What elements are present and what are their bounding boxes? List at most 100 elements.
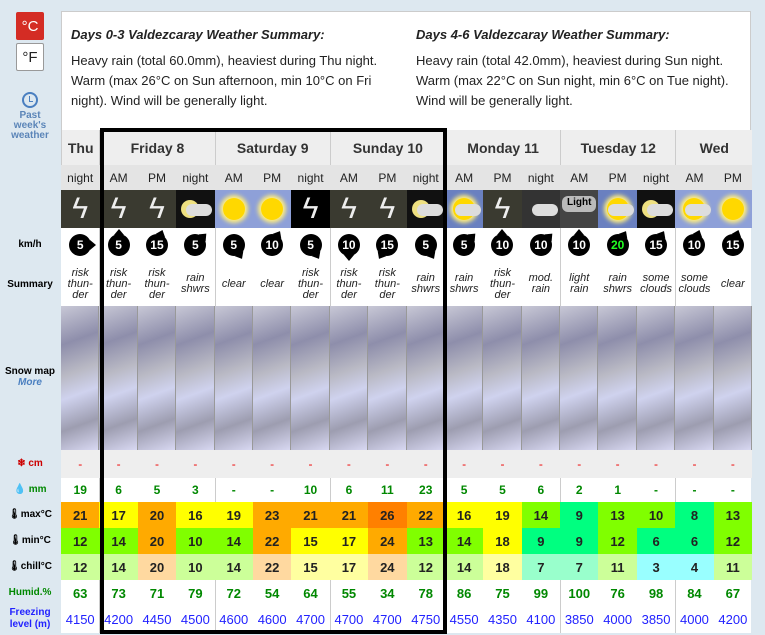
snowflake-icon: ❄ — [17, 458, 29, 469]
freezing-level: 4000 — [679, 611, 709, 627]
light-rain-icon: Light — [560, 190, 599, 228]
snow-map-thumbnail[interactable] — [560, 306, 599, 450]
rain-mm: 10 — [303, 483, 318, 497]
min-temp: 6 — [636, 528, 676, 554]
wind-indicator-row: 5 5 15 5 5 10 5 10 15 5 5 10 10 10 20 15 10 15 — [61, 228, 752, 262]
snow-cm: - — [675, 450, 714, 478]
min-temp: 10 — [176, 528, 215, 554]
period-label: PM — [713, 165, 753, 190]
min-temp: 6 — [675, 528, 714, 554]
snow-map-thumbnail[interactable] — [368, 306, 407, 450]
summary-text: some clouds — [678, 272, 711, 295]
celsius-button[interactable]: °C — [16, 12, 44, 40]
humidity: 67 — [725, 585, 741, 601]
snowmap-more-link[interactable]: More — [18, 377, 42, 388]
weather-summary: Days 0-3 Valdezcaray Weather Summary: Hea… — [61, 11, 751, 130]
min-temp: 9 — [521, 528, 561, 554]
lightning-night-icon: ϟ — [291, 190, 330, 228]
snow-map-thumbnail[interactable] — [483, 306, 522, 450]
humidity: 34 — [380, 585, 395, 601]
snow-map-thumbnail[interactable] — [521, 306, 561, 450]
rain-mm: 5 — [153, 483, 161, 497]
humidity: 63 — [72, 585, 88, 601]
wind-speed: 5 — [107, 234, 130, 256]
rain-mm: 6 — [537, 483, 545, 497]
day-header: Saturday 9 — [214, 130, 330, 165]
wind-indicator: 10 — [253, 228, 291, 262]
rain-mm: 1 — [614, 483, 621, 497]
snow-cm: - — [483, 450, 522, 478]
wind-label: km/h — [18, 239, 42, 250]
freezing-label: Freezing level (m) — [9, 607, 51, 630]
max-temp: 14 — [521, 502, 561, 528]
wind-chill: 3 — [636, 554, 676, 580]
snow-map-thumbnail[interactable] — [598, 306, 637, 450]
freezing-level: 4200 — [718, 611, 748, 627]
snow-cm: - — [560, 450, 599, 478]
wind-indicator: 5 — [99, 228, 137, 262]
min-temp: 13 — [406, 528, 445, 554]
wind-chill: 24 — [368, 554, 407, 580]
max-temp: 17 — [99, 502, 138, 528]
snow-map-thumbnail[interactable] — [99, 306, 138, 450]
period-label: AM — [560, 165, 599, 190]
wind-chill: 17 — [329, 554, 369, 580]
wind-chill: 7 — [560, 554, 599, 580]
wind-speed: 5 — [414, 234, 437, 256]
weather-icon-row: ϟ ϟ ϟ ϟ ϟ ϟ ϟ Light — [61, 190, 753, 228]
summary-text: rain shwrs — [603, 272, 633, 295]
snow-map-thumbnail[interactable] — [252, 306, 292, 450]
rain-mm: 3 — [192, 483, 199, 497]
wind-speed: 10 — [529, 234, 552, 256]
snow-map-thumbnail[interactable] — [137, 306, 177, 450]
max-temp: 9 — [560, 502, 599, 528]
snow-cm: - — [214, 450, 253, 478]
wind-chill: 11 — [598, 554, 637, 580]
summary-text: risk thun- der — [67, 266, 93, 301]
max-temp: 10 — [636, 502, 676, 528]
day-header: Thu — [61, 130, 100, 165]
snow-map-thumbnail[interactable] — [444, 306, 484, 450]
period-label: AM — [99, 165, 138, 190]
freezing-level: 4000 — [603, 611, 633, 627]
wind-speed: 15 — [376, 234, 399, 256]
snow-map-thumbnail[interactable] — [61, 306, 100, 450]
max-temp: 21 — [61, 502, 100, 528]
snow-map-thumbnail[interactable] — [675, 306, 714, 450]
wind-indicator: 10 — [330, 228, 368, 262]
snow-map-thumbnail[interactable] — [214, 306, 253, 450]
freezing-level: 4450 — [142, 611, 172, 627]
humidity: 78 — [418, 585, 433, 601]
summary-text: clear — [221, 277, 246, 290]
humidity: 75 — [495, 585, 510, 601]
summary-text: some clouds — [640, 272, 672, 295]
snow-map-thumbnail[interactable] — [636, 306, 676, 450]
summary-title: Days 4-6 Valdezcaray Weather Summary: — [416, 27, 670, 42]
summary-text: risk thun- der — [144, 266, 170, 301]
min-temp: 17 — [329, 528, 369, 554]
wind-indicator: 15 — [368, 228, 406, 262]
humidity: 71 — [149, 585, 165, 601]
snow-map-thumbnail[interactable] — [713, 306, 753, 450]
thunder-icon: ϟ — [329, 190, 369, 228]
humidity: 98 — [648, 585, 664, 601]
day-header: Wed — [675, 130, 753, 165]
min-temp: 12 — [713, 528, 753, 554]
humidity: 79 — [188, 585, 203, 601]
past-weather-link[interactable]: Past week's weather — [4, 92, 56, 141]
snow-map-thumbnail[interactable] — [176, 306, 215, 450]
snow-map-thumbnail[interactable] — [329, 306, 369, 450]
snow-map-thumbnail[interactable] — [406, 306, 445, 450]
wind-indicator: 5 — [176, 228, 214, 262]
period-label: night — [636, 165, 676, 190]
summary-text: risk thun- der — [298, 266, 324, 301]
freezing-level: 3850 — [641, 611, 671, 627]
max-temp: 13 — [713, 502, 753, 528]
wind-chill: 14 — [214, 554, 253, 580]
rain-mm-row: 19 6 5 3 - - 10 6 11 23 5 5 6 2 1 - - - — [61, 478, 752, 502]
fahrenheit-button[interactable]: °F — [16, 43, 44, 71]
summary-text: risk thun- der — [336, 266, 362, 301]
freezing-level-row: 4150 4200 4450 4500 4600 4600 4700 4700 4700 4750… — [61, 606, 752, 632]
snow-map-thumbnail[interactable] — [291, 306, 330, 450]
humidity: 55 — [341, 585, 357, 601]
